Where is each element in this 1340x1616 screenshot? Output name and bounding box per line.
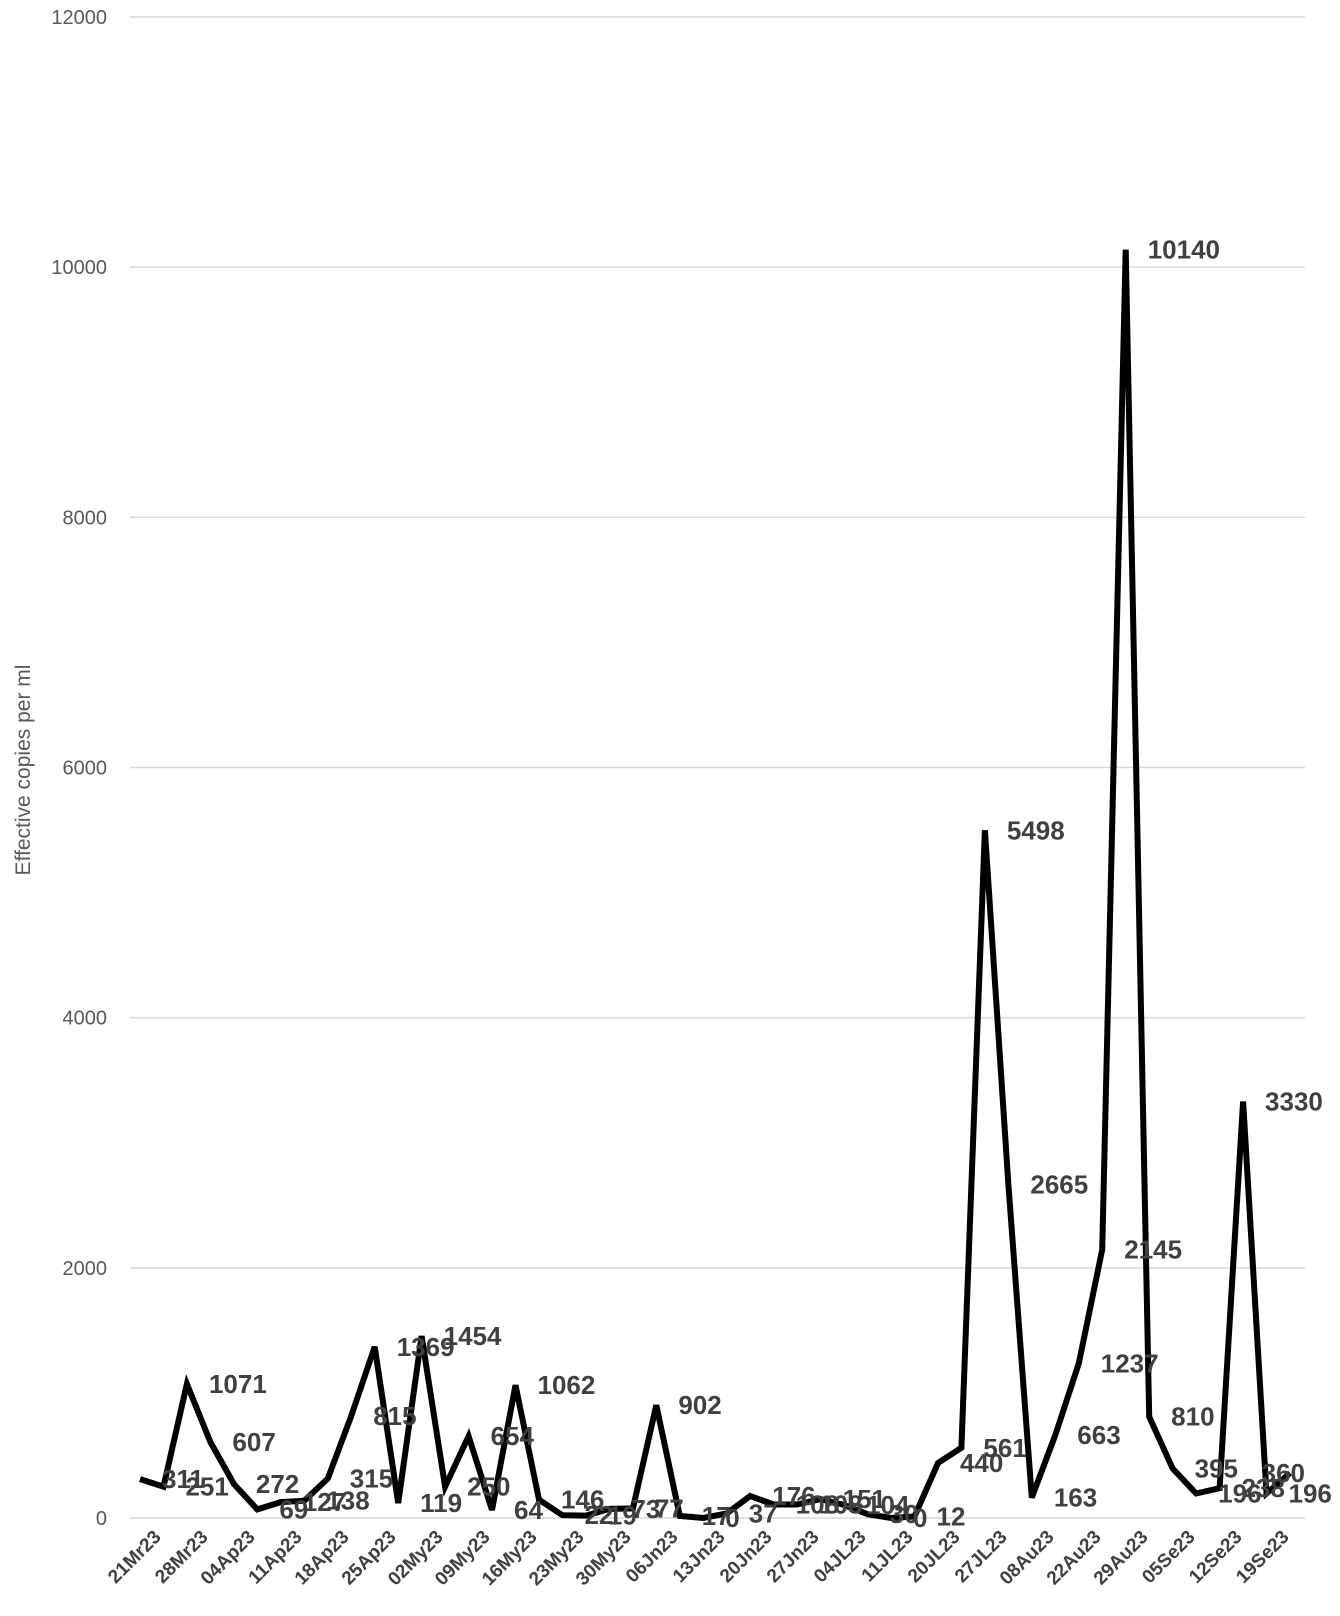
data-label: 176 (772, 1481, 815, 1511)
x-tick-label: 13Jn23 (669, 1527, 729, 1587)
data-label: 0 (725, 1503, 739, 1533)
data-label: 2145 (1124, 1235, 1182, 1265)
data-label: 3330 (1265, 1086, 1323, 1116)
data-label: 138 (326, 1486, 369, 1516)
data-label: 77 (655, 1493, 684, 1523)
data-label: 561 (983, 1433, 1026, 1463)
y-tick-label: 12000 (51, 7, 107, 29)
data-label: 810 (1171, 1402, 1214, 1432)
y-axis-ticks: 0 2000 4000 6000 8000 10000 12000 (51, 7, 107, 1530)
data-label: 360 (1262, 1458, 1305, 1488)
data-label: 902 (678, 1390, 721, 1420)
data-label: 1062 (538, 1370, 596, 1400)
data-label: 196 (1289, 1478, 1332, 1508)
data-label: 440 (960, 1448, 1003, 1478)
data-label: 311 (162, 1464, 204, 1494)
data-label: 108 (819, 1489, 862, 1519)
data-label: 815 (373, 1401, 416, 1431)
x-tick-label: 27Jn23 (763, 1527, 823, 1587)
data-label: 163 (1054, 1483, 1097, 1513)
data-label: 607 (232, 1427, 275, 1457)
y-tick-label: 6000 (63, 758, 108, 780)
data-label: 238 (1242, 1473, 1285, 1503)
data-label: 37 (749, 1498, 778, 1528)
y-axis-label: Effective copies per ml (12, 665, 35, 876)
y-tick-label: 8000 (63, 507, 108, 529)
data-label: 64 (514, 1495, 543, 1525)
data-label: 22 (584, 1500, 613, 1530)
data-label: 250 (467, 1472, 510, 1502)
data-label: 73 (631, 1494, 660, 1524)
data-label: 1369 (397, 1332, 455, 1362)
series-line (139, 249, 1292, 1522)
data-label: 5498 (1007, 815, 1065, 845)
x-tick-label: 04JL23 (810, 1527, 870, 1587)
data-label: 2665 (1030, 1170, 1088, 1200)
data-label: 151 (843, 1484, 886, 1514)
series-lines (139, 249, 1292, 1522)
data-label: 12 (936, 1501, 965, 1531)
data-label: 119 (420, 1488, 462, 1518)
data-label: 10140 (1148, 235, 1220, 265)
data-label: 315 (350, 1464, 393, 1494)
gridlines (130, 16, 1305, 1519)
y-tick-label: 0 (96, 1508, 107, 1530)
data-label: 30 (890, 1499, 919, 1529)
data-label: 1071 (209, 1369, 267, 1399)
data-label: 654 (491, 1421, 535, 1451)
y-tick-label: 2000 (63, 1258, 108, 1280)
data-label: 251 (185, 1472, 228, 1502)
data-label: 663 (1077, 1420, 1120, 1450)
data-label: 69 (279, 1494, 308, 1524)
x-tick-label: 20Jn23 (716, 1527, 776, 1587)
data-label: 196 (1218, 1478, 1261, 1508)
x-tick-label: 19Se23 (1232, 1527, 1293, 1588)
data-label: 19 (608, 1501, 637, 1531)
data-label: 0 (913, 1503, 927, 1533)
data-label: 272 (256, 1469, 299, 1499)
data-label: 1237 (1101, 1348, 1159, 1378)
data-label: 104 (866, 1490, 910, 1520)
data-label: 108 (796, 1489, 839, 1519)
data-label: 1454 (444, 1321, 502, 1351)
x-tick-label: 06Jn23 (622, 1527, 682, 1587)
data-label: 17 (702, 1501, 731, 1531)
x-tick-label: 20JL23 (904, 1527, 964, 1587)
y-tick-label: 10000 (51, 257, 107, 279)
data-label: 146 (561, 1485, 604, 1515)
x-axis-ticks: 21Mr2328Mr2304Ap2311Ap2318Ap2325Ap2302My… (104, 1527, 1293, 1590)
y-tick-label: 4000 (63, 1008, 108, 1030)
data-label: 127 (303, 1487, 346, 1517)
data-label: 395 (1195, 1454, 1238, 1484)
